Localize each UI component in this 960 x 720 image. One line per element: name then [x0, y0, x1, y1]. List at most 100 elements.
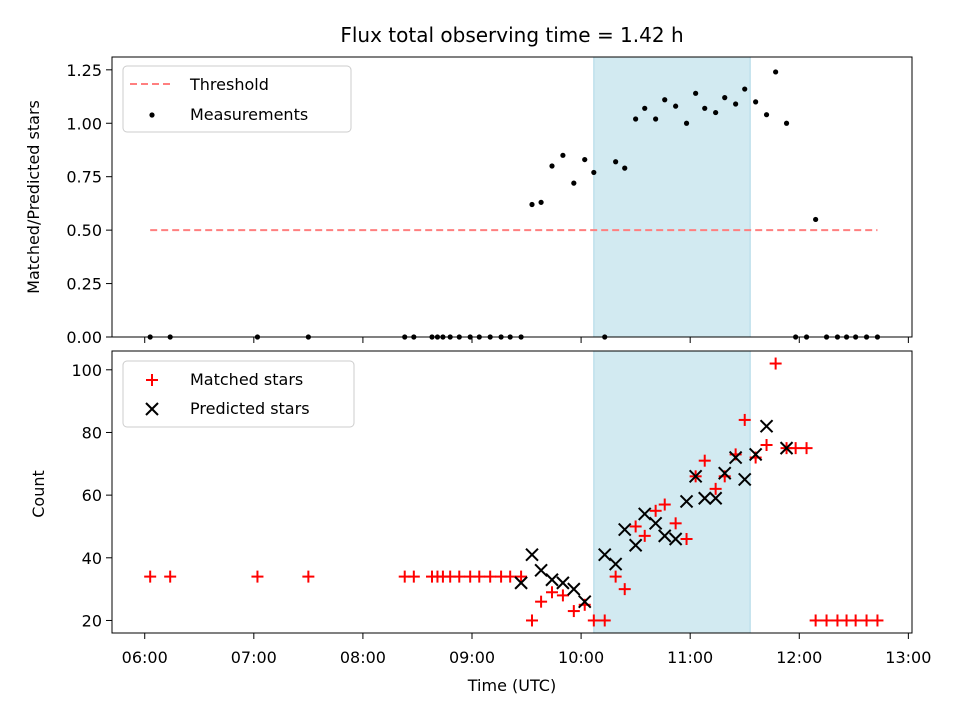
measurement-point	[622, 165, 628, 171]
measurement-point	[560, 152, 566, 158]
matched-star-point	[407, 570, 420, 583]
predicted-star-point	[668, 532, 683, 546]
y-tick-label: 1.00	[66, 114, 102, 133]
matched-star-point	[769, 357, 782, 370]
matched-star-point	[860, 614, 873, 627]
predicted-star-point	[556, 576, 570, 590]
predicted-star-point	[679, 494, 694, 509]
predicted-star-point	[738, 472, 752, 487]
matched-star-point	[473, 570, 486, 583]
matched-star-point	[800, 442, 813, 455]
predicted-star-point	[598, 547, 612, 562]
matched-star-point	[164, 570, 177, 583]
legend-predicted-swatch	[145, 402, 159, 416]
legend-matched-label: Matched stars	[190, 370, 303, 389]
y-tick-label: 0.00	[66, 328, 102, 347]
matched-star-point	[484, 570, 497, 583]
measurement-point	[673, 103, 679, 109]
measurement-point	[582, 156, 588, 163]
predicted-star-point	[534, 563, 548, 578]
x-axis-label: Time (UTC)	[467, 676, 556, 695]
y-tick-label: 60	[82, 486, 102, 505]
y-tick-label: 20	[82, 611, 102, 630]
bottom-y-axis-label: Count	[29, 470, 48, 518]
predicted-star-point	[628, 538, 643, 552]
y-tick-label: 0.75	[66, 168, 102, 187]
legend-matched-swatch	[146, 374, 158, 386]
top-y-axis-label: Matched/Predicted stars	[24, 100, 43, 294]
predicted-star-point	[545, 573, 559, 587]
measurement-point	[549, 163, 555, 169]
predicted-star-point	[718, 466, 732, 480]
legend-measurements-label: Measurements	[190, 105, 308, 124]
measurement-point	[642, 105, 648, 111]
measurement-point	[538, 199, 544, 205]
measurement-point	[693, 90, 699, 96]
predicted-star-point	[648, 516, 663, 531]
matched-star-point	[556, 589, 569, 602]
y-tick-label: 80	[82, 423, 102, 442]
predicted-star-point	[618, 522, 632, 537]
matched-star-point	[546, 586, 558, 599]
predicted-star-point	[608, 557, 623, 571]
matched-star-point	[820, 614, 833, 627]
legend-threshold-label: Threshold	[189, 75, 269, 94]
predicted-star-point	[688, 469, 703, 484]
measurement-point	[733, 101, 739, 107]
matched-star-point	[709, 482, 722, 495]
y-tick-label: 40	[82, 549, 102, 568]
y-tick-label: 1.25	[66, 61, 102, 80]
predicted-star-point	[759, 419, 774, 433]
measurement-point	[783, 120, 790, 126]
matched-star-point	[609, 570, 622, 583]
bottom-axes-frame	[111, 350, 913, 634]
measurement-point	[722, 95, 728, 101]
observing-window-bottom	[593, 350, 751, 634]
measurement-point	[662, 97, 668, 103]
bottom-legend: Matched stars Predicted stars	[122, 360, 355, 428]
matched-star-point	[453, 570, 466, 583]
matched-star-point	[144, 570, 157, 583]
measurement-point	[773, 69, 779, 75]
measurement-point	[591, 169, 597, 176]
matched-star-point	[618, 583, 631, 596]
measurement-point	[753, 99, 759, 105]
top-panel: Flux total observing time = 1.42 h 0.00 0…	[24, 23, 913, 347]
top-legend: Threshold Measurements	[122, 65, 352, 133]
x-tick-label: 09:00	[449, 648, 495, 667]
matched-star-point	[658, 498, 671, 511]
y-tick-label: 0.50	[66, 221, 102, 240]
matched-star-point	[738, 413, 751, 426]
predicted-star-point	[658, 529, 672, 543]
matched-star-point	[669, 517, 682, 530]
predicted-star-point	[779, 441, 794, 455]
measurement-point	[653, 116, 659, 122]
predicted-star-point	[567, 582, 581, 596]
x-tick-label: 06:00	[122, 648, 168, 667]
x-tick-label: 07:00	[231, 648, 277, 667]
measurement-point	[702, 105, 708, 111]
matched-star-point	[789, 442, 802, 455]
matched-star-point	[251, 570, 264, 583]
matched-star-point	[629, 520, 642, 533]
measurement-point	[633, 116, 639, 122]
matched-star-point	[638, 529, 651, 542]
top-axes-frame	[111, 56, 913, 338]
predicted-star-point	[728, 450, 743, 465]
measurement-point	[529, 201, 535, 208]
matched-star-point	[849, 614, 862, 627]
predicted-star-point	[578, 594, 592, 609]
matched-star-point	[515, 570, 528, 583]
predicted-star-point	[514, 576, 528, 590]
chart-title: Flux total observing time = 1.42 h	[340, 23, 683, 47]
matched-star-point	[526, 614, 538, 627]
predicted-star-point	[638, 507, 652, 521]
legend-predicted-label: Predicted stars	[190, 399, 310, 418]
measurement-point	[571, 180, 577, 186]
measurement-point	[742, 86, 748, 92]
x-tick-label: 10:00	[558, 648, 604, 667]
predicted-star-point	[708, 491, 723, 505]
predicted-star-point	[748, 447, 763, 462]
matched-star-point	[504, 570, 517, 583]
